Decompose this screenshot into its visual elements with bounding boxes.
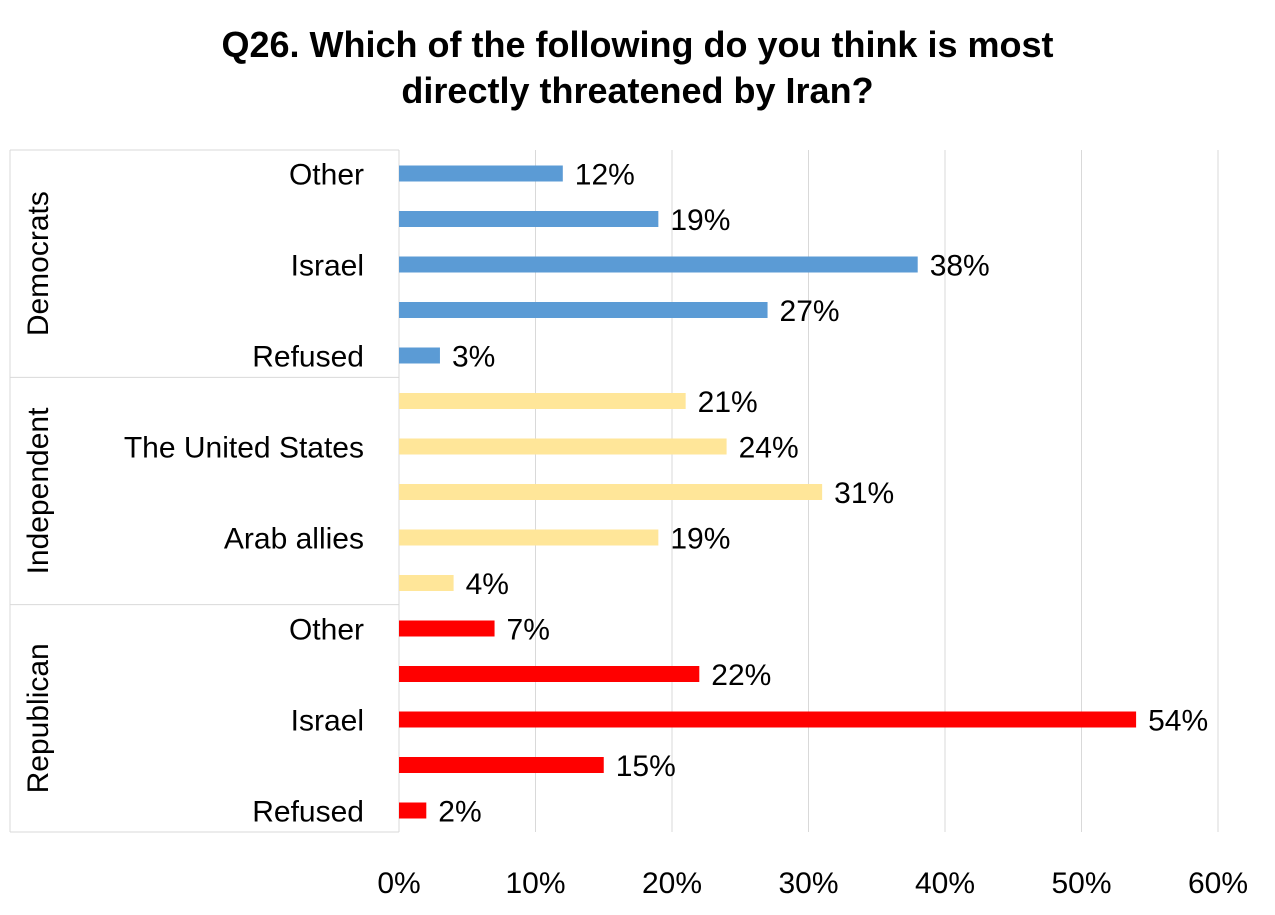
data-label: 15% [616,750,676,783]
data-label: 27% [780,295,840,328]
category-label: Refused [252,796,364,829]
bar [399,165,563,182]
bar [399,802,427,819]
bar [399,711,1137,728]
category-label: Refused [252,341,364,374]
bar [399,620,495,637]
data-label: 12% [575,159,635,192]
bar [399,211,659,227]
data-label: 38% [930,250,990,283]
chart-title-line-1: Q26. Which of the following do you think… [221,24,1054,65]
data-label: 21% [698,386,758,419]
data-label: 22% [711,659,771,692]
data-label: 24% [739,432,799,465]
x-tick-label: 20% [642,867,702,900]
category-label: Arab allies [224,523,364,556]
x-tick-label: 0% [377,867,420,900]
data-label: 4% [466,568,509,601]
x-tick-label: 50% [1051,867,1111,900]
bar [399,302,768,318]
data-label: 31% [834,477,894,510]
category-label: Israel [291,250,364,283]
x-tick-label: 60% [1188,867,1248,900]
bar [399,256,918,273]
bar [399,575,454,591]
category-label: Israel [291,705,364,738]
x-tick-label: 30% [778,867,838,900]
bar [399,529,659,546]
data-label: 54% [1148,705,1208,738]
chart-title: Q26. Which of the following do you think… [0,22,1275,114]
x-tick-label: 10% [505,867,565,900]
bar [399,438,727,455]
data-label: 3% [452,341,495,374]
chart-title-line-2: directly threatened by Iran? [401,70,874,111]
bar [399,757,604,773]
bar [399,666,700,682]
data-label: 2% [438,796,481,829]
bar [399,393,686,409]
data-label: 19% [670,204,730,237]
group-label: Republican [22,643,55,793]
category-label: Other [289,159,364,192]
category-label: The United States [124,432,364,465]
bar [399,347,440,364]
category-label: Other [289,614,364,647]
group-label: Democrats [22,191,55,336]
data-label: 19% [670,523,730,556]
data-label: 7% [507,614,550,647]
bar [399,484,823,500]
group-label: Independent [22,407,55,574]
x-tick-label: 40% [915,867,975,900]
